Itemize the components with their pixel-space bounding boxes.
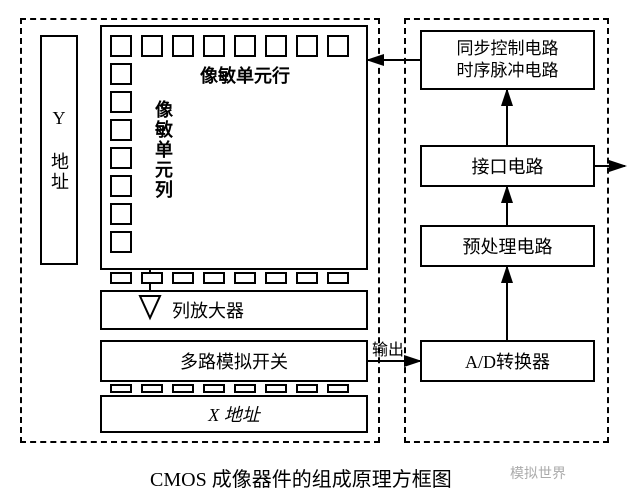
col-amp-label: 列放大器 — [172, 297, 244, 323]
pixel-col-label: 像敏单元列 — [150, 100, 176, 205]
pixel-square — [265, 384, 287, 393]
pixel-square — [296, 35, 318, 57]
pixel-square — [203, 384, 225, 393]
pixel-square — [234, 35, 256, 57]
x-address-label: X 地址 — [208, 401, 260, 427]
pixel-square — [110, 231, 132, 253]
pixel-square — [110, 147, 132, 169]
pixel-square — [327, 35, 349, 57]
diagram-canvas: Y 地址 像敏单元行 像敏单元列 列放大器 多路模拟开关 X 地址 同步控制电路… — [0, 0, 629, 500]
pixel-square — [327, 384, 349, 393]
pixel-square — [141, 272, 163, 284]
diagram-title: CMOS 成像器件的组成原理方框图 — [150, 463, 452, 492]
pixel-square — [296, 272, 318, 284]
pixel-square — [110, 35, 132, 57]
pixel-square — [110, 63, 132, 85]
iface-block: 接口电路 — [420, 145, 595, 187]
pixel-square — [110, 175, 132, 197]
watermark: 模拟世界 — [510, 463, 566, 483]
pixel-square — [234, 272, 256, 284]
preproc-block: 预处理电路 — [420, 225, 595, 267]
pixel-row-label: 像敏单元行 — [200, 62, 290, 88]
pixel-square — [141, 35, 163, 57]
pixel-square — [172, 384, 194, 393]
pixel-square — [110, 91, 132, 113]
pixel-square — [172, 272, 194, 284]
pixel-square — [327, 272, 349, 284]
pixel-square — [110, 384, 132, 393]
pixel-square — [203, 272, 225, 284]
adc-label: A/D转换器 — [465, 348, 550, 374]
pixel-square — [110, 203, 132, 225]
pixel-square — [110, 119, 132, 141]
iface-label: 接口电路 — [472, 153, 544, 179]
y-address-block: Y 地址 — [40, 35, 78, 265]
y-address-label: Y 地址 — [46, 108, 72, 192]
output-label: 输出 — [372, 336, 404, 360]
adc-block: A/D转换器 — [420, 340, 595, 382]
pixel-square — [265, 35, 287, 57]
pixel-square — [110, 272, 132, 284]
mux-block: 多路模拟开关 — [100, 340, 368, 382]
col-amp-block: 列放大器 — [100, 290, 368, 330]
pixel-square — [296, 384, 318, 393]
pixel-square — [234, 384, 256, 393]
preproc-label: 预处理电路 — [463, 233, 553, 259]
pixel-square — [265, 272, 287, 284]
pixel-square — [141, 384, 163, 393]
pixel-square — [172, 35, 194, 57]
x-address-block: X 地址 — [100, 395, 368, 433]
sync-label: 同步控制电路 时序脉冲电路 — [457, 38, 559, 82]
sync-block: 同步控制电路 时序脉冲电路 — [420, 30, 595, 90]
mux-label: 多路模拟开关 — [180, 348, 288, 374]
pixel-square — [203, 35, 225, 57]
